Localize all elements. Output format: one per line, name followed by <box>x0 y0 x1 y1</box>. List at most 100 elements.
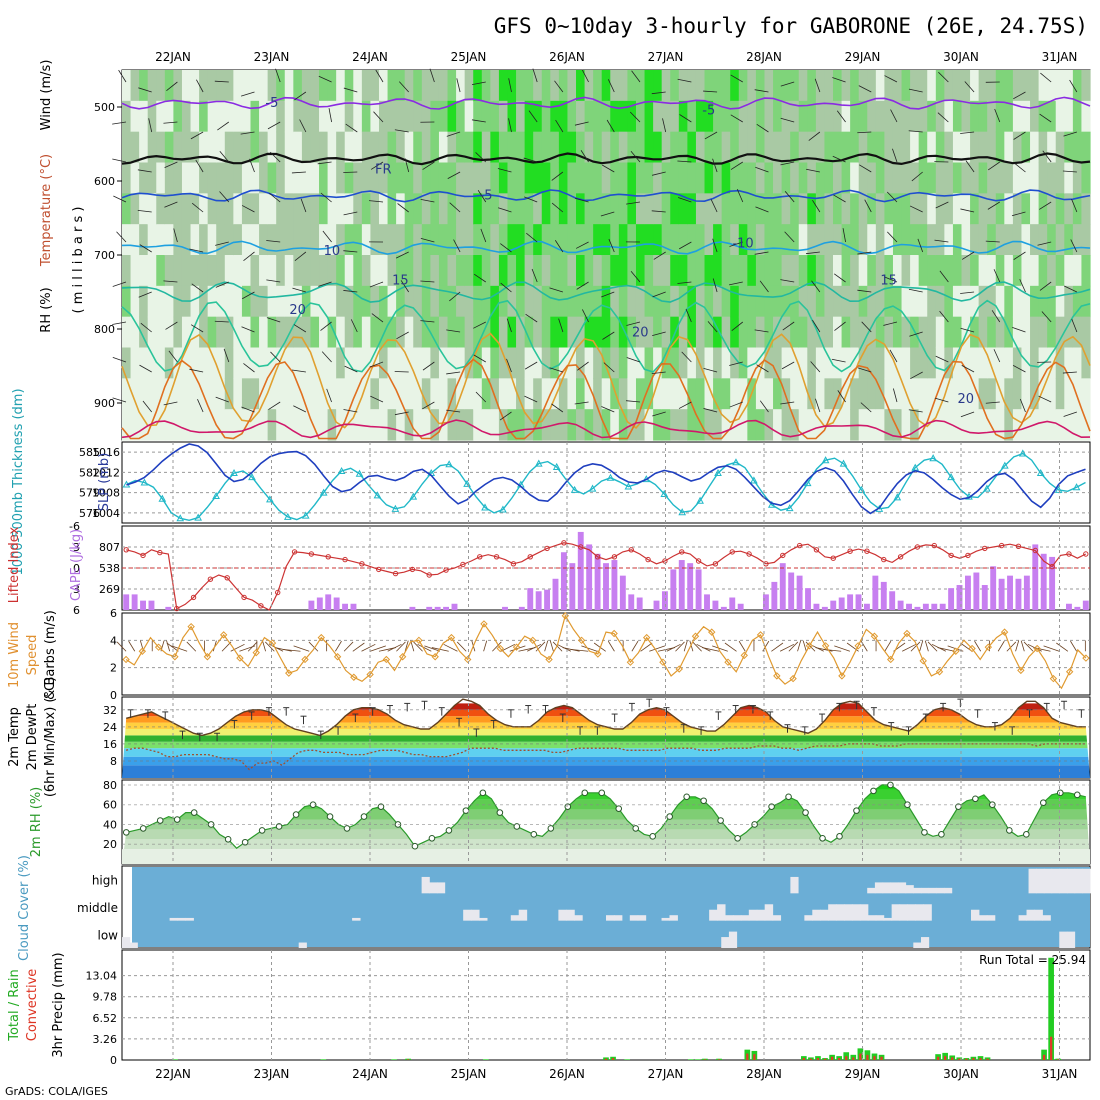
slp-tick-label: 1012 <box>92 466 120 479</box>
wind-barb <box>884 75 898 83</box>
rh-shade-cell <box>1038 285 1048 318</box>
wind-barb <box>601 406 615 413</box>
wind-barb <box>320 321 332 331</box>
cape-bar <box>333 597 340 610</box>
wind-barb <box>370 395 384 403</box>
precip-conv-bar <box>802 1058 805 1060</box>
wind-barb <box>581 69 589 83</box>
wind-barb <box>834 273 846 283</box>
rh-shade-cell <box>413 409 423 441</box>
rh-shade-cell <box>413 378 423 410</box>
rh-shade-cell <box>576 70 586 102</box>
rh-shade-cell <box>1072 285 1083 318</box>
wind10m-barb <box>779 643 795 652</box>
wind-barb <box>908 88 923 93</box>
rh-shade-cell <box>593 347 603 379</box>
li-point <box>679 549 685 555</box>
wind-barb <box>112 121 127 125</box>
li-point <box>561 540 567 546</box>
rh-shade-cell <box>824 285 834 318</box>
rh-shade-cell <box>987 162 997 194</box>
rh-shade-cell <box>447 255 457 287</box>
rh-shade-cell <box>910 285 920 318</box>
rh-shade-cell <box>833 70 843 102</box>
cape-bar <box>847 594 854 610</box>
rh-shade-cell <box>567 409 577 441</box>
rh-shade-cell <box>430 409 440 441</box>
rh-shade-cell <box>139 70 149 102</box>
wind-barb <box>219 150 230 163</box>
rh-shade-cell <box>738 100 748 133</box>
rh-shade-cell <box>378 409 389 441</box>
rh-shade-cell <box>627 378 637 410</box>
rh2m-point <box>530 831 538 838</box>
rh-shade-cell <box>156 131 166 164</box>
cloud-bar-middle <box>748 909 758 921</box>
cloud-bar-middle <box>867 915 877 921</box>
rh-shade-cell <box>1047 162 1057 194</box>
rh2m-point <box>241 838 249 846</box>
rh-shade-cell <box>1081 131 1091 164</box>
li-tick-label: 0 <box>73 562 80 575</box>
rh-shade-cell <box>524 316 534 349</box>
rh-shade-cell <box>1021 131 1031 164</box>
li-point <box>157 549 163 556</box>
precip-conv-bar <box>753 1054 756 1060</box>
rh-shade-cell <box>764 70 774 102</box>
li-point <box>544 545 550 552</box>
rh-shade-cell <box>1081 224 1091 256</box>
cloud-bar-middle <box>772 915 782 921</box>
precip-conv-bar <box>816 1058 820 1060</box>
rh-shade-cell <box>1081 378 1091 410</box>
li-tick-label: -6 <box>69 520 80 533</box>
wind-barb <box>118 69 127 83</box>
rh-shade-cell <box>635 100 646 133</box>
cape-bar <box>560 552 567 610</box>
cloud-bar-high <box>890 882 899 894</box>
rh2m-point <box>445 827 453 834</box>
rh-shade-cell <box>558 70 569 102</box>
wind10m-barb <box>924 640 929 652</box>
rh-shade-cell <box>610 193 620 225</box>
thickness-point <box>732 458 740 466</box>
wind-barb <box>780 161 795 166</box>
thickness-point <box>445 460 453 468</box>
contour-label: 20 <box>958 392 975 407</box>
rh-shade-cell <box>447 100 457 133</box>
cape-bar <box>1023 575 1030 610</box>
rh-shade-cell <box>250 131 260 164</box>
cloud-bar-high <box>1074 868 1083 894</box>
rh-shade-cell <box>730 409 740 441</box>
rh-shade-cell <box>464 131 474 164</box>
contour-label: 15 <box>392 274 409 289</box>
wind-barb <box>139 244 152 253</box>
rh-shade-cell <box>404 100 414 133</box>
wind10m-barb <box>1006 641 1017 652</box>
wind10m-barb <box>581 645 598 652</box>
cape-bar <box>594 553 601 610</box>
rh-shade-cell <box>541 409 551 441</box>
cloud-bar-middle <box>717 904 726 921</box>
wind-speed-point <box>236 654 244 662</box>
rh-shade-cell <box>319 224 329 256</box>
rh-shade-cell <box>790 285 800 318</box>
rh-shade-cell <box>541 316 551 349</box>
rh-shade-cell <box>301 70 312 102</box>
rh-shade-cell <box>456 409 466 441</box>
rh-shade-cell <box>199 131 209 164</box>
rh-shade-cell <box>139 285 149 318</box>
rh2m-point <box>258 827 266 834</box>
rh-shade-cell <box>687 255 697 287</box>
rh-shade-cell <box>773 70 783 102</box>
wind-barb <box>681 351 692 363</box>
rh-shade-cell <box>995 224 1005 256</box>
rh-shade-cell <box>1038 378 1048 410</box>
rh-shade-cell <box>601 224 611 256</box>
temperature-axis-label: Temperature (°C) <box>39 154 54 267</box>
wind-barb <box>712 238 718 253</box>
rh-shade-cell <box>781 131 791 164</box>
rh-shade-cell <box>961 285 971 318</box>
rh-shade-cell <box>241 316 252 349</box>
rh2m-point <box>1023 831 1030 838</box>
wind-barb <box>551 403 564 413</box>
